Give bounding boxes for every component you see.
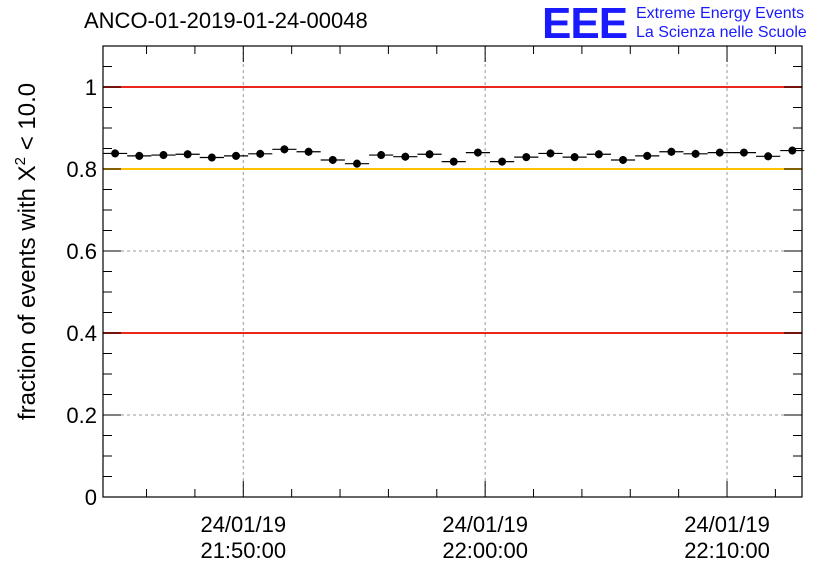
data-point — [764, 152, 773, 161]
logo-line-1: Extreme Energy Events — [636, 5, 805, 22]
y-tick-label: 0.4 — [66, 321, 97, 346]
y-label-suffix: < 10.0 — [14, 83, 41, 157]
chart-title: ANCO-01-2019-01-24-00048 — [84, 8, 368, 33]
data-point — [643, 151, 652, 160]
y-tick-label: 0.2 — [66, 403, 97, 428]
data-point — [111, 149, 120, 158]
data-point — [207, 153, 216, 162]
reference-lines — [103, 86, 802, 334]
x-tick-time: 21:50:00 — [200, 538, 286, 563]
axis-ticks: 00.20.40.60.8124/01/1921:50:0024/01/1922… — [66, 45, 802, 563]
data-point — [159, 151, 168, 160]
data-point — [715, 148, 724, 157]
data-point — [256, 149, 265, 158]
data-point — [570, 153, 579, 162]
data-point — [691, 149, 700, 158]
x-tick-date: 24/01/19 — [442, 512, 528, 537]
x-tick-date: 24/01/19 — [684, 512, 770, 537]
data-point — [739, 148, 748, 157]
data-point — [522, 153, 531, 162]
data-point — [352, 159, 361, 168]
data-point — [498, 157, 507, 166]
data-series — [103, 145, 805, 168]
data-point — [401, 152, 410, 161]
y-label-superscript: 2 — [12, 157, 29, 165]
data-point — [425, 150, 434, 159]
y-axis-label: fraction of events with X2 < 10.0 — [12, 83, 41, 420]
data-point — [594, 150, 603, 159]
data-point — [304, 147, 313, 156]
grid-lines — [103, 46, 802, 497]
y-tick-label: 1 — [85, 75, 97, 100]
x-tick-date: 24/01/19 — [200, 512, 286, 537]
data-point — [135, 151, 144, 160]
y-tick-label: 0.8 — [66, 157, 97, 182]
data-point — [183, 150, 192, 159]
data-point — [377, 151, 386, 160]
data-point — [280, 145, 289, 154]
x-tick-time: 22:10:00 — [684, 538, 770, 563]
y-label-prefix: fraction of events with — [14, 181, 41, 420]
data-point — [449, 157, 458, 166]
eee-logo: EEE — [542, 0, 628, 48]
x-tick-time: 22:00:00 — [442, 538, 528, 563]
data-point — [788, 146, 797, 155]
data-point — [328, 155, 337, 164]
y-tick-label: 0 — [85, 485, 97, 510]
data-point — [232, 151, 241, 160]
logo-line-2: La Scienza nelle Scuole — [636, 24, 807, 41]
data-point — [546, 149, 555, 158]
data-point — [473, 148, 482, 157]
data-point — [667, 147, 676, 156]
y-tick-label: 0.6 — [66, 239, 97, 264]
y-label-chi-symbol: X — [14, 165, 41, 181]
eee-logo-caption: Extreme Energy Events La Scienza nelle S… — [636, 4, 807, 42]
data-point — [619, 155, 628, 164]
plot-frame — [102, 45, 803, 498]
